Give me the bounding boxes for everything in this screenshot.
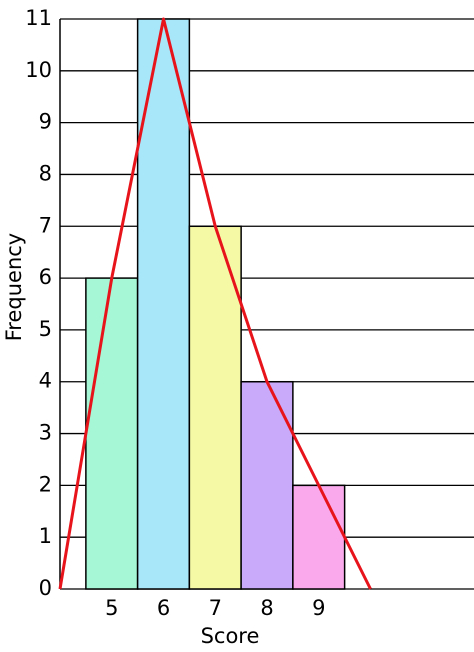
y-tick-label: 8 bbox=[39, 161, 52, 185]
y-tick-label: 10 bbox=[25, 58, 52, 82]
bar bbox=[85, 277, 139, 590]
y-tick-label: 7 bbox=[39, 213, 52, 237]
bar bbox=[240, 380, 294, 590]
y-tick-label: 9 bbox=[39, 110, 52, 134]
y-tick-label: 11 bbox=[25, 6, 52, 30]
y-tick-label: 3 bbox=[39, 421, 52, 445]
y-tick-label: 2 bbox=[39, 472, 52, 496]
x-axis-label: Score bbox=[201, 624, 260, 648]
x-tick-label: 7 bbox=[209, 596, 222, 620]
y-tick-label: 4 bbox=[39, 369, 52, 393]
y-tick-label: 5 bbox=[39, 317, 52, 341]
bar bbox=[136, 18, 191, 590]
y-axis-label: Frequency bbox=[2, 233, 26, 342]
x-tick-label: 5 bbox=[105, 596, 118, 620]
x-tick-label: 6 bbox=[157, 596, 170, 620]
y-tick-label: 0 bbox=[39, 576, 52, 600]
x-tick-label: 8 bbox=[260, 596, 273, 620]
y-tick-label: 1 bbox=[39, 524, 52, 548]
frequency-polygon bbox=[58, 17, 372, 590]
bar bbox=[188, 225, 242, 590]
x-tick-label: 9 bbox=[312, 596, 325, 620]
y-tick-label: 6 bbox=[39, 265, 52, 289]
bar bbox=[292, 484, 346, 590]
